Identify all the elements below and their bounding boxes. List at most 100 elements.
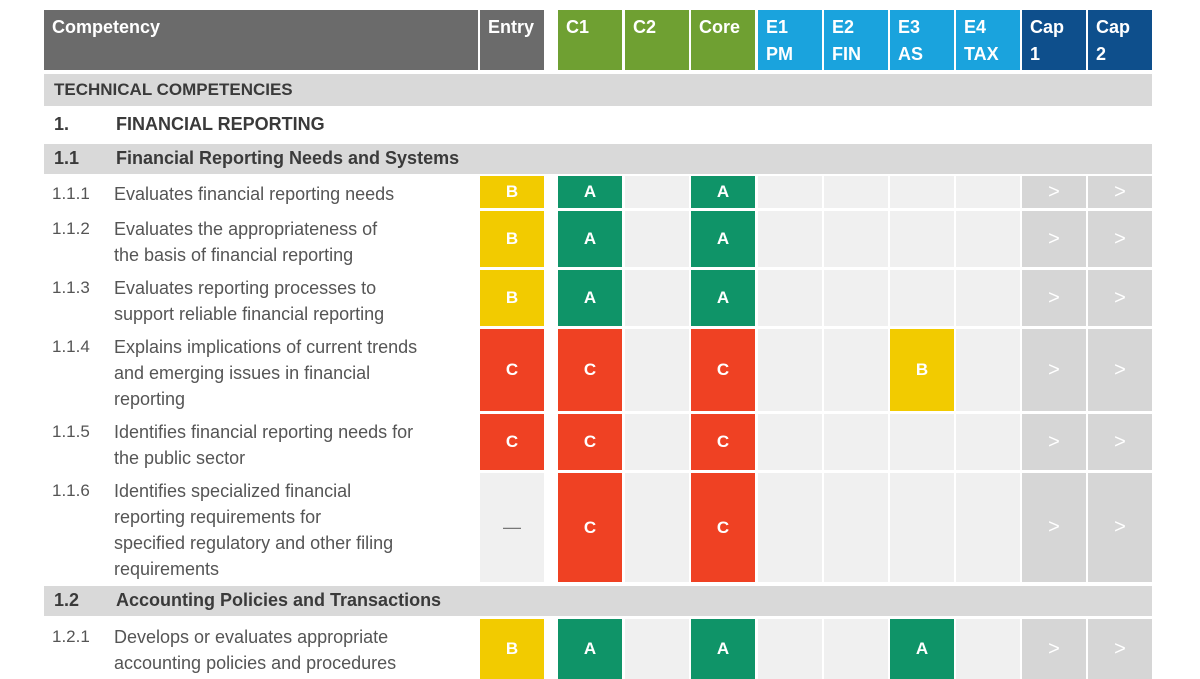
level-c-cell: C: [558, 473, 622, 582]
section-title: Accounting Policies and Transactions: [116, 590, 442, 610]
level-b-cell: B: [480, 619, 544, 679]
header-label: Cap: [1096, 17, 1131, 37]
description-line: support reliable financial reporting: [114, 304, 385, 324]
cap-arrow-cell: >: [1022, 211, 1086, 267]
description-line: the basis of financial reporting: [114, 245, 354, 265]
description-line: Evaluates reporting processes to: [114, 278, 377, 298]
description-line: Identifies specialized financial: [114, 481, 352, 501]
level-empty-cell: [824, 619, 888, 679]
description-line: Evaluates financial reporting needs: [114, 184, 395, 204]
header-label: C1: [566, 17, 590, 37]
level-empty-cell: [890, 414, 954, 470]
level-empty-cell: [956, 270, 1020, 326]
header-sub-label: PM: [766, 44, 793, 64]
header-e1-pm: E1 PM: [758, 10, 822, 70]
section-number: 1.1: [54, 148, 80, 168]
competency-number: 1.1.2: [52, 219, 90, 238]
section-1-1-heading: 1.1 Financial Reporting Needs and Systems: [44, 144, 1152, 174]
level-empty-cell: [956, 211, 1020, 267]
description-line: reporting requirements for: [114, 507, 322, 527]
level-empty-cell: [758, 211, 822, 267]
header-e3-as: E3 AS: [890, 10, 954, 70]
section-number: 1.2: [54, 590, 80, 610]
level-b-cell: B: [480, 176, 544, 208]
cap-arrow-cell: >: [1088, 211, 1152, 267]
competency-header: Competency: [44, 10, 478, 70]
level-a-cell: A: [558, 619, 622, 679]
section-1-heading: 1. FINANCIAL REPORTING: [44, 110, 1152, 140]
cap-arrow-cell: >: [1022, 270, 1086, 326]
level-a-cell: A: [558, 270, 622, 326]
header-label: C2: [633, 17, 657, 37]
level-empty-cell: [758, 414, 822, 470]
cap-arrow-cell: >: [1088, 270, 1152, 326]
level-empty-cell: [824, 329, 888, 411]
header-label: Cap: [1030, 17, 1065, 37]
level-b-cell: B: [480, 270, 544, 326]
competency-description: Evaluates financial reporting needs: [114, 176, 478, 208]
level-empty-cell: [824, 176, 888, 208]
level-none-cell: —: [480, 473, 544, 582]
header-label: E3: [898, 17, 921, 37]
competency-number: 1.1.6: [52, 481, 90, 500]
section-title: Financial Reporting Needs and Systems: [116, 148, 460, 168]
level-empty-cell: [625, 619, 689, 679]
level-empty-cell: [758, 270, 822, 326]
level-c-cell: C: [480, 414, 544, 470]
description-line: reporting: [114, 389, 186, 409]
cap-arrow-cell: >: [1088, 414, 1152, 470]
level-c-cell: C: [691, 329, 755, 411]
cap-arrow-cell: >: [1022, 176, 1086, 208]
competency-number: 1.1.4: [52, 337, 90, 356]
header-sub-label: 1: [1030, 44, 1041, 64]
section-number: 1.: [54, 114, 70, 134]
description-line: Identifies financial reporting needs for: [114, 422, 414, 442]
level-empty-cell: [956, 414, 1020, 470]
level-empty-cell: [890, 473, 954, 582]
header-label: E2: [832, 17, 855, 37]
level-empty-cell: [890, 270, 954, 326]
level-empty-cell: [758, 176, 822, 208]
competency-description: Identifies specialized financial reportin…: [114, 473, 478, 582]
level-a-cell: A: [558, 176, 622, 208]
description-line: and emerging issues in financial: [114, 363, 371, 383]
competency-description: Identifies financial reporting needs for…: [114, 414, 478, 470]
level-empty-cell: [890, 211, 954, 267]
level-empty-cell: [625, 329, 689, 411]
level-b-cell: B: [480, 211, 544, 267]
level-a-cell: A: [691, 270, 755, 326]
competency-description: Evaluates reporting processes to support …: [114, 270, 478, 326]
technical-competencies-band: TECHNICAL COMPETENCIES: [44, 74, 1152, 106]
level-empty-cell: [824, 211, 888, 267]
level-empty-cell: [956, 473, 1020, 582]
header-e4-tax: E4 TAX: [956, 10, 1020, 70]
section-title: TECHNICAL COMPETENCIES: [54, 79, 293, 99]
header-label: E1: [766, 17, 789, 37]
level-c-cell: C: [558, 414, 622, 470]
header-core: Core: [691, 10, 755, 70]
cap-arrow-cell: >: [1088, 619, 1152, 679]
header-entry: Entry: [480, 10, 544, 70]
level-c-cell: C: [691, 414, 755, 470]
section-1-2-heading: 1.2 Accounting Policies and Transactions: [44, 586, 1152, 616]
level-c-cell: C: [480, 329, 544, 411]
description-line: the public sector: [114, 448, 246, 468]
level-c-cell: C: [691, 473, 755, 582]
competency-description: Explains implications of current trends a…: [114, 329, 478, 411]
competency-number: 1.1.3: [52, 278, 90, 297]
description-line: accounting policies and procedures: [114, 653, 397, 673]
level-empty-cell: [625, 211, 689, 267]
cap-arrow-cell: >: [1022, 329, 1086, 411]
level-empty-cell: [824, 414, 888, 470]
level-empty-cell: [956, 329, 1020, 411]
cap-arrow-cell: >: [1088, 329, 1152, 411]
section-title: FINANCIAL REPORTING: [116, 114, 325, 134]
competency-description: Develops or evaluates appropriate account…: [114, 619, 478, 679]
level-empty-cell: [758, 619, 822, 679]
cap-arrow-cell: >: [1088, 176, 1152, 208]
description-line: specified regulatory and other filing: [114, 533, 394, 553]
description-line: Develops or evaluates appropriate: [114, 627, 389, 647]
level-empty-cell: [758, 473, 822, 582]
header-c2: C2: [625, 10, 689, 70]
